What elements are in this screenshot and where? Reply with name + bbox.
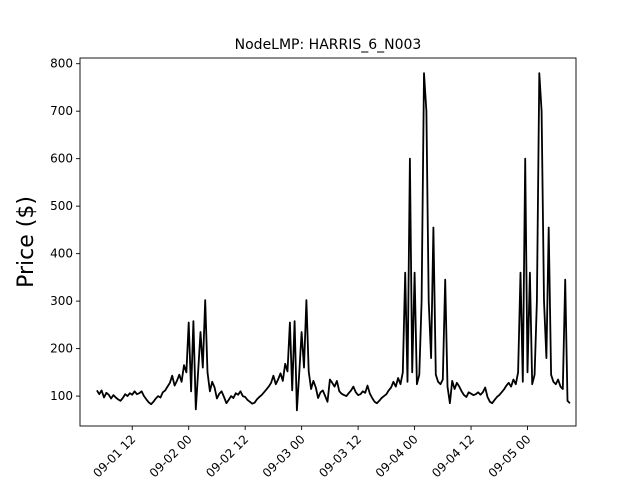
y-tick-label: 700 [50, 104, 73, 118]
price-series-line [96, 72, 571, 412]
y-tick-label: 500 [50, 199, 73, 213]
y-tick-label: 800 [50, 57, 73, 71]
y-tick-label: 300 [50, 294, 73, 308]
y-tick-label: 400 [50, 247, 73, 261]
y-tick-label: 100 [50, 389, 73, 403]
y-tick-label: 200 [50, 342, 73, 356]
plot-area-frame [79, 57, 577, 427]
y-axis-label: Price ($) [14, 196, 39, 288]
y-tick-label: 600 [50, 152, 73, 166]
chart-title: NodeLMP: HARRIS_6_N003 [235, 37, 422, 53]
y-axis: 100 200 300 400 500 600 700 800 [50, 57, 80, 403]
